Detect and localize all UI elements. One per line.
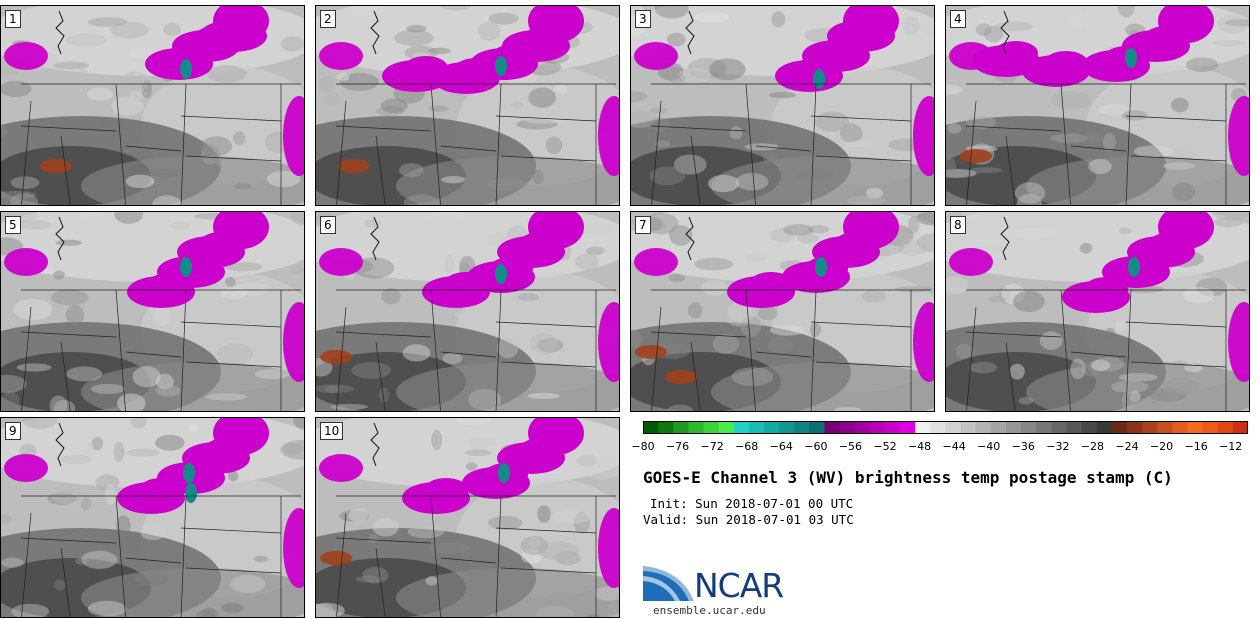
colorbar-swatch	[673, 421, 689, 434]
colorbar-swatch	[975, 421, 992, 434]
colorbar-tick-label: −20	[1149, 440, 1174, 453]
colorbar-swatch	[1111, 421, 1128, 434]
panel-7: 7	[630, 211, 935, 412]
colorbar-swatch	[1081, 421, 1098, 434]
colorbar-swatch	[1217, 421, 1234, 434]
water-vapor-map	[631, 212, 934, 411]
water-vapor-map	[946, 6, 1249, 205]
panel-6: 6	[315, 211, 620, 412]
colorbar-swatch	[990, 421, 1007, 434]
colorbar-swatch	[733, 421, 750, 434]
colorbar-ticks: −80 −76 −72 −68 −64 −60 −56 −52 −48 −44 −40 −36 −32−…	[630, 440, 1260, 456]
colorbar-tick-label: −12	[1219, 440, 1243, 453]
colorbar-swatch	[1157, 421, 1173, 434]
colorbar-tick-label: −60	[804, 440, 828, 453]
init-time: Init: Sun 2018-07-01 00 UTC	[650, 496, 854, 511]
colorbar-swatch	[915, 421, 931, 434]
colorbar-tick-label: −44	[942, 440, 966, 453]
colorbar-swatch	[764, 421, 780, 434]
panel-label: 2	[320, 10, 336, 28]
colorbar-swatch	[960, 421, 977, 434]
panel-label: 6	[320, 216, 336, 234]
chart-title: GOES-E Channel 3 (WV) brightness temp po…	[643, 468, 1173, 487]
water-vapor-map	[946, 212, 1249, 411]
panel-9: 9	[0, 417, 305, 618]
panel-label: 3	[635, 10, 651, 28]
colorbar-swatch	[1066, 421, 1083, 434]
colorbar-swatch	[779, 421, 795, 434]
colorbar-swatch	[824, 421, 841, 434]
panel-label: 9	[5, 422, 21, 440]
logo-url: ensemble.ucar.edu	[653, 604, 766, 617]
colorbar-tick-label: −28	[1080, 440, 1105, 453]
panel-2: 2	[315, 5, 620, 206]
colorbar-swatch	[1021, 421, 1037, 434]
water-vapor-map	[316, 6, 619, 205]
colorbar-swatch	[885, 421, 901, 434]
ncar-logo-icon	[643, 566, 694, 601]
panel-label: 8	[950, 216, 966, 234]
panel-3: 3	[630, 5, 935, 206]
colorbar-swatch	[930, 421, 947, 434]
colorbar-swatch	[1036, 421, 1052, 434]
colorbar-tick-label: −56	[838, 440, 863, 453]
colorbar-tick-label: −76	[665, 440, 690, 453]
colorbar-swatch	[1006, 421, 1022, 434]
colorbar-tick-label: −52	[873, 440, 897, 453]
colorbar-tick-label: −48	[907, 440, 932, 453]
panel-label: 5	[5, 216, 21, 234]
colorbar-swatch	[658, 421, 674, 434]
colorbar-swatch	[718, 421, 735, 434]
valid-time: Valid: Sun 2018-07-01 03 UTC	[643, 512, 854, 527]
colorbar-swatch	[900, 421, 916, 434]
colorbar-tick-label: −80	[631, 440, 655, 453]
panel-label: 7	[635, 216, 651, 234]
panel-label: 10	[320, 422, 344, 440]
colorbar-swatch	[1051, 421, 1068, 434]
colorbar-swatch	[688, 421, 705, 434]
colorbar-swatch	[1096, 421, 1113, 434]
panel-10: 10	[315, 417, 620, 618]
panel-4: 4	[945, 5, 1250, 206]
colorbar-swatch	[869, 421, 886, 434]
colorbar	[643, 421, 1248, 434]
colorbar-frame	[643, 421, 1248, 434]
colorbar-swatch	[809, 421, 826, 434]
colorbar-tick-label: −72	[700, 440, 724, 453]
colorbar-tick-label: −64	[769, 440, 793, 453]
water-vapor-map	[316, 418, 619, 617]
panel-5: 5	[0, 211, 305, 412]
colorbar-swatch	[839, 421, 856, 434]
colorbar-swatch	[945, 421, 962, 434]
colorbar-swatch	[1232, 421, 1248, 434]
colorbar-tick-label: −36	[1011, 440, 1035, 453]
colorbar-tick-label: −40	[977, 440, 1001, 453]
water-vapor-map	[1, 6, 304, 205]
colorbar-tick-label: −24	[1115, 440, 1139, 453]
water-vapor-map	[1, 418, 304, 617]
colorbar-swatch	[1142, 421, 1158, 434]
colorbar-swatch	[854, 421, 871, 434]
colorbar-swatch	[794, 421, 810, 434]
colorbar-tick-label: −16	[1184, 440, 1208, 453]
water-vapor-map	[316, 212, 619, 411]
panel-1: 1	[0, 5, 305, 206]
colorbar-swatch	[1127, 421, 1143, 434]
colorbar-swatch	[643, 421, 659, 434]
panel-8: 8	[945, 211, 1250, 412]
colorbar-swatch	[1172, 421, 1189, 434]
colorbar-tick-label: −68	[735, 440, 759, 453]
logo-text: NCAR	[694, 566, 784, 605]
water-vapor-map	[1, 212, 304, 411]
colorbar-swatch	[1187, 421, 1204, 434]
colorbar-swatch	[703, 421, 720, 434]
colorbar-swatch	[1202, 421, 1219, 434]
water-vapor-map	[631, 6, 934, 205]
panel-label: 1	[5, 10, 21, 28]
panel-label: 4	[950, 10, 966, 28]
colorbar-swatch	[748, 421, 765, 434]
colorbar-tick-label: −32	[1046, 440, 1070, 453]
